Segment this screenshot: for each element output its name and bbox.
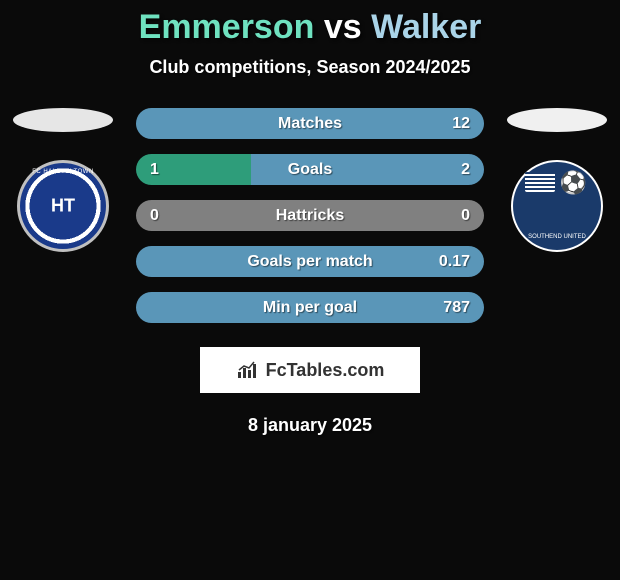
stat-row-matches: Matches 12 xyxy=(136,108,484,139)
main-row: Matches 12 1 Goals 2 0 Hattricks 0 Goals per mat… xyxy=(0,108,620,323)
comparison-card: Emmerson vs Walker Club competitions, Se… xyxy=(0,0,620,436)
stat-value-right: 787 xyxy=(443,299,470,317)
player1-name: Emmerson xyxy=(139,8,315,46)
branding-text: FcTables.com xyxy=(266,360,385,381)
stat-value-right: 2 xyxy=(461,161,470,179)
player2-club-crest: SOUTHEND UNITED xyxy=(511,160,603,252)
subtitle: Club competitions, Season 2024/2025 xyxy=(0,57,620,78)
branding-box: FcTables.com xyxy=(200,347,420,393)
right-column: SOUTHEND UNITED xyxy=(502,108,612,252)
stat-value-left: 1 xyxy=(150,161,159,179)
stat-row-goals-per-match: Goals per match 0.17 xyxy=(136,246,484,277)
player1-photo-placeholder xyxy=(13,108,113,132)
stat-value-right: 0.17 xyxy=(439,253,470,271)
stats-column: Matches 12 1 Goals 2 0 Hattricks 0 Goals per mat… xyxy=(136,108,484,323)
stat-row-goals: 1 Goals 2 xyxy=(136,154,484,185)
stat-value-right: 0 xyxy=(461,207,470,225)
stat-label: Matches xyxy=(278,115,342,133)
left-column xyxy=(8,108,118,252)
page-title: Emmerson vs Walker xyxy=(0,8,620,47)
player1-club-crest xyxy=(17,160,109,252)
stat-value-right: 12 xyxy=(452,115,470,133)
chart-icon xyxy=(236,360,260,380)
stat-value-left: 0 xyxy=(150,207,159,225)
date-text: 8 january 2025 xyxy=(0,415,620,436)
stat-row-min-per-goal: Min per goal 787 xyxy=(136,292,484,323)
stat-label: Goals per match xyxy=(247,253,372,271)
vs-text: vs xyxy=(324,8,362,46)
stat-row-hattricks: 0 Hattricks 0 xyxy=(136,200,484,231)
player2-photo-placeholder xyxy=(507,108,607,132)
stat-label: Min per goal xyxy=(263,299,357,317)
stat-label: Goals xyxy=(288,161,332,179)
player2-name: Walker xyxy=(371,8,481,46)
stat-label: Hattricks xyxy=(276,207,344,225)
